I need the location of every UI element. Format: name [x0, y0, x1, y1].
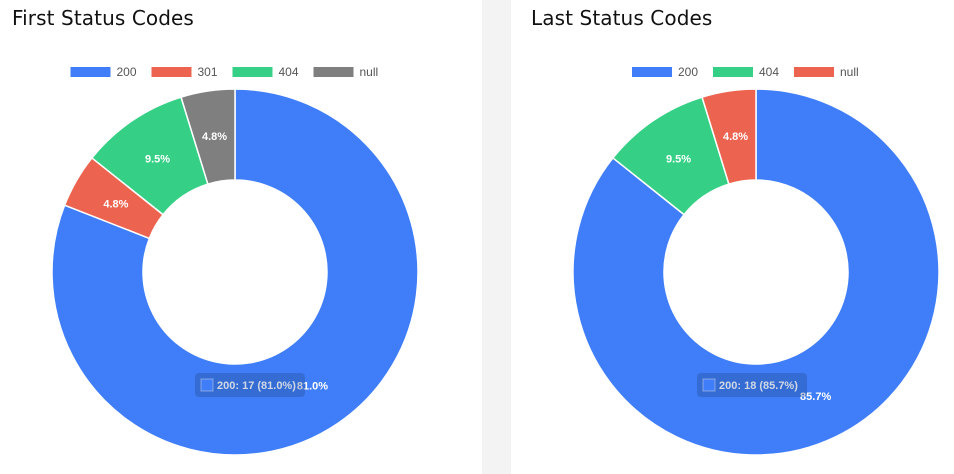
- legend-item-404[interactable]: 404: [232, 65, 299, 79]
- donut-chart-last-status: 200 404 null 85.7% 9.5% 4.8% 200: 18 (85.7%): [572, 65, 940, 456]
- slice-label-200: 81.0%: [297, 381, 328, 393]
- legend-item-200[interactable]: 200: [70, 65, 137, 79]
- legend-label: 200: [117, 65, 137, 79]
- legend-swatch: [151, 67, 192, 77]
- legend-swatch: [313, 67, 354, 77]
- legend-label: 301: [198, 65, 218, 79]
- tooltip-swatch: [702, 378, 716, 392]
- slice-label-200: 85.7%: [800, 391, 831, 403]
- tooltip-text: 200: 18 (85.7%): [719, 380, 798, 392]
- legend-item-301[interactable]: 301: [151, 65, 218, 79]
- slice-label-null: 4.8%: [202, 131, 227, 143]
- legend-item-200[interactable]: 200: [632, 65, 698, 79]
- slice-null[interactable]: [701, 88, 757, 186]
- tooltip-swatch: [200, 378, 214, 392]
- legend-swatch: [794, 67, 834, 77]
- chart-title: First Status Codes: [12, 6, 194, 30]
- donut-chart-first-status: 200 301 404 null 81.0% 4.8% 9.5% 4.8% 200: 17 (8…: [51, 65, 419, 456]
- tooltip-box: [697, 373, 807, 397]
- slice-label-null: 4.8%: [723, 131, 748, 143]
- legend-item-404[interactable]: 404: [713, 65, 779, 79]
- legend-label: null: [360, 65, 379, 79]
- tooltip: 200: 18 (85.7%): [697, 373, 807, 397]
- legend-swatch: [632, 67, 672, 77]
- legend-label: 404: [279, 65, 299, 79]
- legend-label: 404: [759, 65, 779, 79]
- tooltip: 200: 17 (81.0%): [195, 373, 305, 397]
- slice-null[interactable]: [180, 88, 236, 186]
- legend-swatch: [713, 67, 753, 77]
- slice-label-301: 4.8%: [103, 198, 128, 210]
- legend-swatch: [70, 67, 111, 77]
- chart-panel-last: Last Status Codes 200 404 null 85.7% 9.5% 4.8…: [511, 0, 954, 474]
- legend-swatch: [232, 67, 273, 77]
- legend-label: null: [840, 65, 859, 79]
- chart-panel-first: First Status Codes 200 301 404 null 81.0% 4.8…: [0, 0, 482, 474]
- slice-label-404: 9.5%: [666, 153, 691, 165]
- tooltip-text: 200: 17 (81.0%): [217, 380, 296, 392]
- legend-item-null[interactable]: null: [313, 65, 379, 79]
- slice-200[interactable]: [51, 88, 419, 456]
- slice-200[interactable]: [572, 88, 940, 456]
- tooltip-box: [195, 373, 305, 397]
- chart-title: Last Status Codes: [531, 6, 713, 30]
- slice-label-404: 9.5%: [145, 153, 170, 165]
- legend-label: 200: [678, 65, 698, 79]
- legend-item-null[interactable]: null: [794, 65, 859, 79]
